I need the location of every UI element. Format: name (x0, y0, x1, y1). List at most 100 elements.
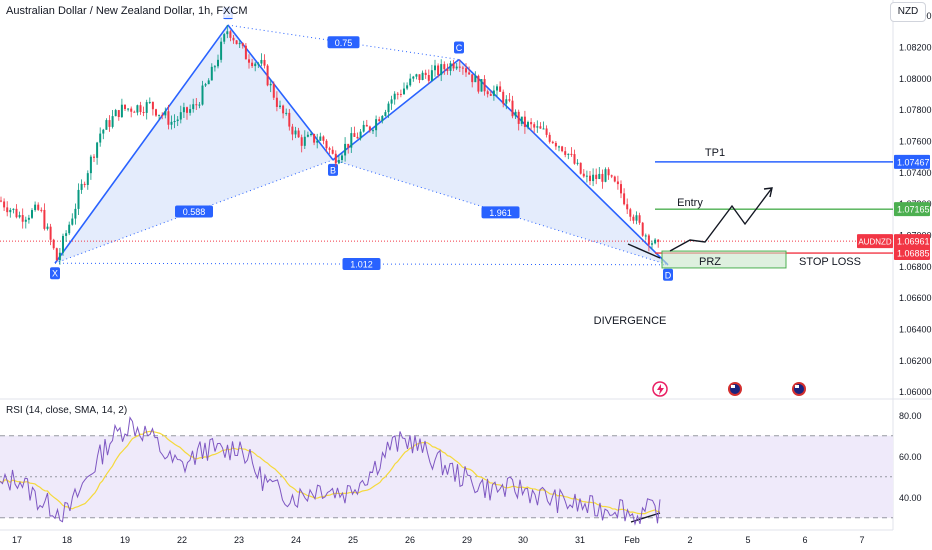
candle-body (403, 88, 405, 95)
symbol-badge (857, 234, 893, 249)
candle-body (198, 104, 201, 106)
time-tick-label: 18 (62, 535, 72, 545)
candle-body (275, 97, 278, 107)
stop-price-label: 1.06885 (897, 249, 930, 259)
candle-body (241, 43, 244, 46)
candle-body (99, 133, 102, 143)
candle-body (520, 116, 523, 124)
candle-body (589, 175, 591, 182)
rsi-tick-label: 80.00 (899, 411, 922, 421)
candle-body (179, 112, 182, 120)
pattern-leg-xa[interactable] (54, 24, 229, 264)
candle-body (37, 204, 40, 210)
candle-body (127, 108, 130, 110)
candle-body (657, 239, 660, 242)
candle-body (229, 31, 232, 38)
candle-body (492, 90, 495, 96)
prz-zone[interactable] (661, 250, 787, 269)
time-tick-label: 24 (291, 535, 301, 545)
candle-body (148, 101, 151, 103)
entry-price-label: 1.07165 (897, 205, 930, 215)
candle-body (477, 75, 480, 92)
candle-body (418, 74, 421, 80)
time-tick-label: 17 (12, 535, 22, 545)
candle-body (192, 104, 195, 110)
ratio-ab_c-label: 0.75 (335, 38, 353, 48)
rsi-line[interactable] (0, 416, 661, 526)
candle-body (452, 63, 455, 69)
candle-body (43, 209, 46, 229)
candle-body (399, 93, 402, 95)
candle-body (71, 218, 74, 225)
time-tick-label: 19 (120, 535, 130, 545)
time-tick-label: Feb (624, 535, 640, 545)
candle-body (604, 169, 607, 182)
ratio-ab_c-badge (327, 36, 360, 49)
entry-price-badge (894, 202, 930, 217)
time-tick-label: 22 (177, 535, 187, 545)
current-price-badge (894, 234, 930, 249)
candle-body (102, 129, 105, 134)
pattern-bcd-fill (333, 59, 668, 265)
price-tick-label: 1.06000 (899, 387, 932, 397)
candle-body (486, 91, 489, 95)
candle-body (406, 85, 409, 89)
candle-body (623, 193, 626, 205)
candle-body (390, 99, 393, 104)
projected-path-arrow[interactable] (669, 187, 773, 252)
candle-body (49, 226, 52, 240)
candle-body (610, 175, 613, 177)
candle-body (505, 99, 508, 104)
candle-body (331, 149, 334, 154)
candle-body (21, 215, 24, 222)
currency-button[interactable]: NZD (890, 2, 926, 22)
candle-body (263, 59, 266, 66)
time-tick-label: 31 (575, 535, 585, 545)
candle-body (266, 65, 269, 86)
candle-body (551, 141, 554, 143)
divergence-label: DIVERGENCE (594, 315, 667, 327)
candle-body (89, 156, 92, 174)
candle-body (55, 248, 58, 261)
candle-body (530, 122, 533, 125)
flag-event-union-icon (731, 385, 735, 388)
candle-body (325, 140, 328, 149)
candle-body (226, 31, 229, 35)
price-tick-label: 1.06400 (899, 325, 932, 335)
pattern-point-b-badge (328, 163, 338, 176)
candle-body (114, 110, 117, 117)
candle-body (595, 174, 598, 180)
candle-body (74, 208, 77, 219)
candle-body (313, 133, 316, 143)
price-divergence-line[interactable] (627, 243, 661, 259)
pattern-point-c-label: C (456, 43, 463, 53)
candle-body (31, 210, 33, 218)
candle-body (105, 120, 108, 130)
candle-body (248, 59, 250, 63)
candle-body (480, 79, 483, 92)
candle-body (573, 154, 576, 164)
candle-body (182, 107, 185, 113)
candle-body (254, 63, 257, 67)
candle-body (80, 183, 83, 190)
candle-body (3, 201, 6, 208)
candle-body (554, 142, 557, 147)
candle-body (316, 140, 319, 143)
candle-body (6, 207, 9, 213)
candle-body (139, 105, 142, 112)
candle-body (582, 173, 585, 177)
candle-body (167, 111, 170, 125)
time-tick-label: 2 (687, 535, 692, 545)
candle-body (136, 105, 139, 113)
candle-body (508, 99, 511, 101)
ratio-xa_d-label: 1.012 (350, 260, 373, 270)
pattern-point-x-badge (50, 267, 60, 280)
rsi-tick-label: 60.00 (899, 452, 922, 462)
rsi-legend[interactable]: RSI (14, close, SMA, 14, 2) (4, 405, 130, 416)
tp1-price-label: 1.07467 (897, 157, 930, 167)
lightning-glyph-icon (657, 384, 664, 395)
candle-body (251, 62, 254, 67)
candle-body (592, 174, 595, 182)
candle-body (434, 65, 436, 71)
